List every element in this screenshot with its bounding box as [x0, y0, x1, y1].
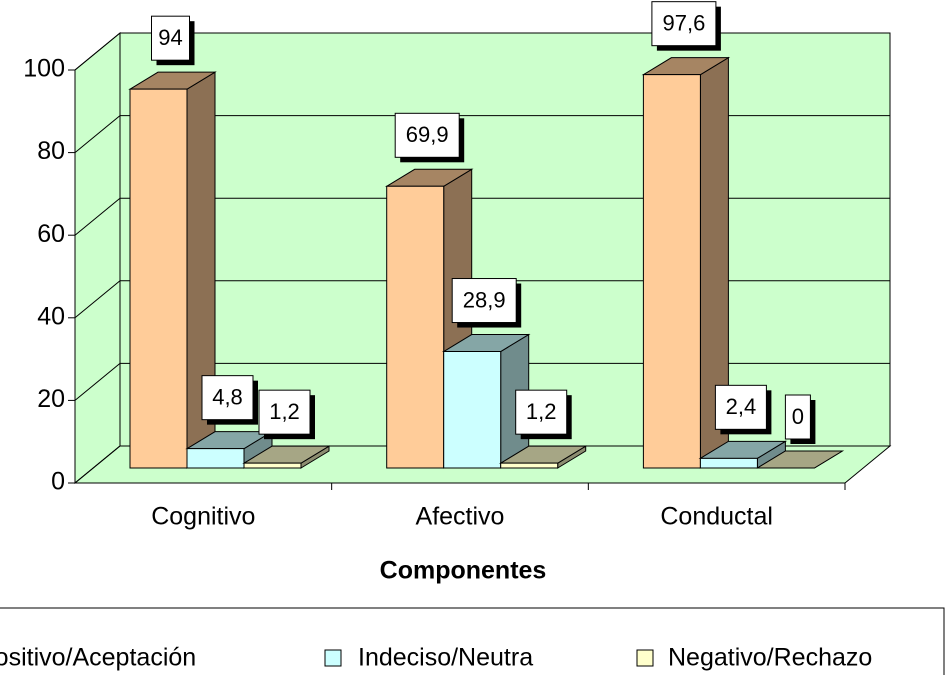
bar-front — [386, 185, 445, 469]
value-label: 2,4 — [726, 394, 757, 419]
bar — [128, 71, 217, 469]
value-label: 4,8 — [212, 384, 243, 409]
bar-front — [443, 351, 502, 469]
x-tick-label: Afectivo — [416, 503, 505, 531]
label-box — [651, 1, 717, 47]
value-label: 1,2 — [526, 399, 557, 424]
label-box — [515, 389, 568, 435]
grid-line — [74, 280, 890, 319]
y-tick-label: 0 — [51, 468, 65, 496]
legend-label: Indeciso/Neutra — [358, 644, 533, 672]
value-label: 1,2 — [269, 399, 300, 424]
value-label: 94 — [158, 25, 182, 50]
y-tick-label: 100 — [23, 55, 65, 83]
bar-front — [186, 448, 245, 469]
x-tick-label: Conductal — [660, 503, 773, 531]
label-box — [394, 112, 460, 158]
bar — [498, 445, 588, 469]
y-tick-label: 60 — [37, 220, 65, 248]
bar-front — [500, 462, 559, 469]
legend-swatch — [324, 649, 342, 667]
legend-box — [0, 607, 945, 675]
grid-line — [74, 115, 890, 153]
legend-label: Negativo/Rechazo — [668, 644, 872, 672]
value-label: 97,6 — [662, 10, 705, 35]
label-box — [201, 375, 254, 421]
x-axis-title: Componentes — [380, 557, 547, 585]
label-box — [451, 278, 517, 324]
grid-line — [74, 32, 890, 71]
value-label: 69,9 — [406, 122, 449, 147]
legend-label: Positivo/Aceptación — [0, 644, 196, 672]
y-tick-label: 40 — [37, 302, 65, 330]
left-wall — [74, 31, 121, 485]
legend-swatch — [636, 649, 654, 667]
bar-front — [642, 74, 701, 469]
bar — [755, 450, 845, 469]
x-tick-label: Cognitivo — [151, 503, 255, 531]
value-label: 28,9 — [463, 287, 506, 312]
bar — [698, 440, 788, 469]
grid-line — [74, 197, 890, 236]
y-tick-label: 20 — [37, 385, 65, 413]
value-label: 0 — [792, 404, 804, 429]
bar-front — [699, 457, 758, 469]
label-box — [784, 394, 811, 440]
label-box — [714, 384, 767, 430]
label-box — [151, 15, 190, 61]
bar-front — [243, 462, 302, 469]
bar — [242, 445, 331, 469]
y-tick-label: 80 — [37, 137, 65, 165]
bar-front — [129, 88, 188, 469]
label-box — [258, 389, 311, 435]
grid-line — [74, 445, 890, 484]
grid-line — [74, 362, 890, 401]
bar — [641, 56, 731, 469]
